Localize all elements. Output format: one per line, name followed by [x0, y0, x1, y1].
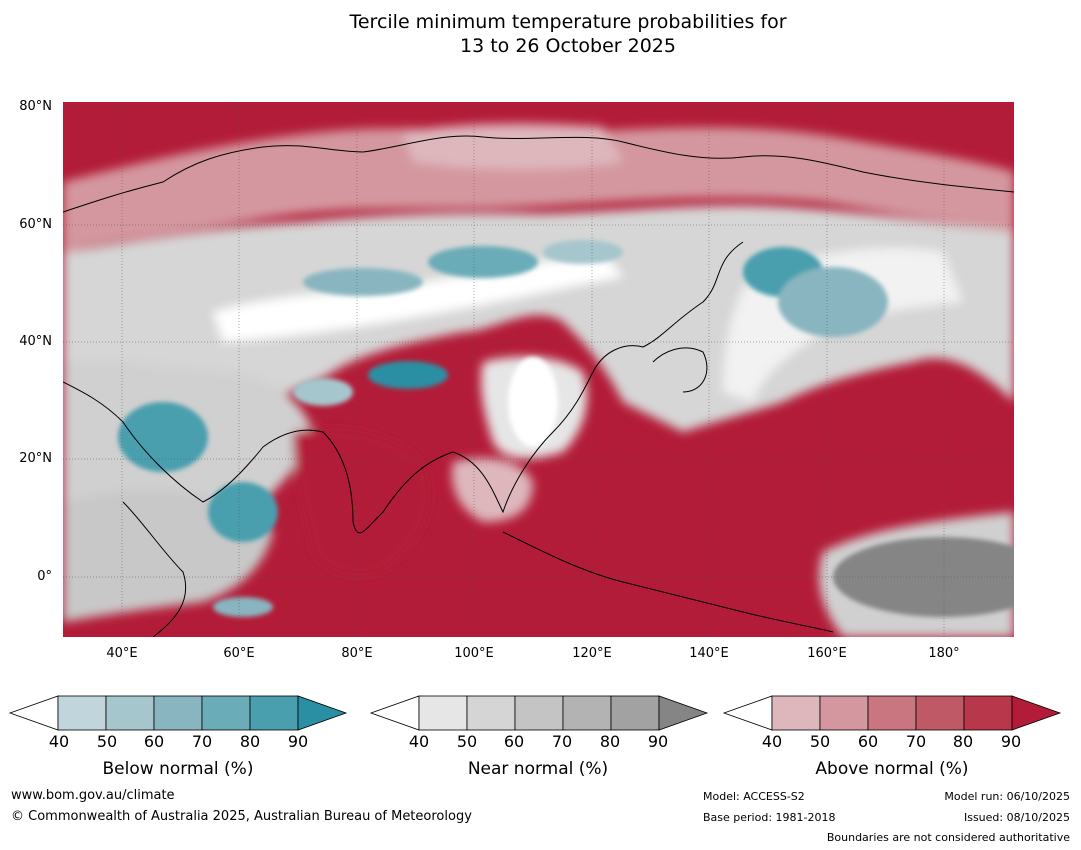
- colorbar-bin-4: [915, 695, 965, 731]
- arctic-pink: [403, 123, 623, 170]
- below-tick-90: 90: [287, 732, 309, 751]
- lon-label-40e: 40°E: [106, 646, 138, 661]
- above-tick-40: 40: [761, 732, 783, 751]
- title-line-1: Tercile minimum temperature probabilitie…: [349, 11, 787, 33]
- colorbar-bin-2: [466, 695, 516, 731]
- coastlines: [63, 135, 1014, 637]
- colorbar-bin-3: [867, 695, 917, 731]
- colorbar-bin-4: [201, 695, 251, 731]
- lat-label-60n: 60°N: [19, 217, 52, 232]
- above-tick-50: 50: [809, 732, 831, 751]
- indian-ocean-below: [213, 597, 273, 617]
- colorbar-bin-4: [562, 695, 612, 731]
- below-normal-label: Below normal (%): [102, 759, 254, 779]
- near-tick-40: 40: [408, 732, 430, 751]
- colorbar-bin-5: [249, 695, 299, 731]
- copyright-text: © Commonwealth of Australia 2025, Austra…: [11, 809, 472, 824]
- above-tick-80: 80: [952, 732, 974, 751]
- website-link[interactable]: www.bom.gov.au/climate: [11, 788, 175, 803]
- colorbar-lower-extend: [369, 695, 420, 731]
- india-above: [293, 428, 431, 576]
- arabian-sea-below: [208, 482, 278, 542]
- colorbar-upper-extend: [1011, 695, 1062, 731]
- below-tick-80: 80: [239, 732, 261, 751]
- colorbar-below: [8, 695, 348, 736]
- mongolia-below: [428, 246, 538, 278]
- mongolia-below-2: [543, 240, 623, 264]
- model-run-date: Model run: 06/10/2025: [944, 790, 1070, 803]
- colorbar-bin-1: [771, 695, 821, 731]
- below-tick-40: 40: [48, 732, 70, 751]
- above-tick-60: 60: [857, 732, 879, 751]
- bay-white: [508, 357, 558, 447]
- model-name: Model: ACCESS-S2: [703, 790, 805, 803]
- near-tick-50: 50: [456, 732, 478, 751]
- tibet-below: [368, 361, 448, 389]
- graticule: [63, 102, 1014, 637]
- lat-label-40n: 40°N: [19, 334, 52, 349]
- issued-date: Issued: 08/10/2025: [963, 811, 1070, 824]
- colorbar-bin-3: [514, 695, 564, 731]
- siberia-above-light: [63, 127, 1014, 252]
- below-tick-60: 60: [143, 732, 165, 751]
- probability-map: [63, 102, 1014, 637]
- boundaries-disclaimer: Boundaries are not considered authoritat…: [826, 831, 1070, 844]
- lon-label-60e: 60°E: [223, 646, 255, 661]
- lon-label-180: 180°: [928, 646, 960, 661]
- lon-label-100e: 100°E: [454, 646, 494, 661]
- near-normal-label: Near normal (%): [467, 759, 609, 779]
- colorbar-above: [722, 695, 1062, 736]
- white-band-asia: [213, 252, 623, 342]
- lon-label-120e: 120°E: [572, 646, 612, 661]
- above-normal-label: Above normal (%): [815, 759, 969, 779]
- colorbar-bin-5: [610, 695, 660, 731]
- chart-title: Tercile minimum temperature probabilitie…: [0, 10, 1081, 58]
- colorbar-bin-2: [819, 695, 869, 731]
- near-tick-70: 70: [551, 732, 573, 751]
- title-line-2: 13 to 26 October 2025: [460, 35, 676, 57]
- colorbar-bin-5: [963, 695, 1013, 731]
- lat-label-0: 0°: [37, 569, 52, 584]
- kamchatka-below: [778, 267, 888, 337]
- base-period: Base period: 1981-2018: [703, 811, 836, 824]
- above-tick-70: 70: [905, 732, 927, 751]
- above-tick-90: 90: [1000, 732, 1022, 751]
- kazakh-below: [303, 268, 423, 296]
- colorbar-upper-extend: [297, 695, 348, 731]
- pacific-grey: [833, 537, 1014, 617]
- colorbar-bin-1: [57, 695, 107, 731]
- colorbar-lower-extend: [8, 695, 59, 731]
- lon-label-160e: 160°E: [807, 646, 847, 661]
- colorbar-bin-3: [153, 695, 203, 731]
- below-tick-70: 70: [191, 732, 213, 751]
- iran-below: [293, 378, 353, 406]
- colorbar-upper-extend: [658, 695, 709, 731]
- colorbar-bin-2: [105, 695, 155, 731]
- lon-label-140e: 140°E: [689, 646, 729, 661]
- lat-label-20n: 20°N: [19, 451, 52, 466]
- near-tick-80: 80: [599, 732, 621, 751]
- near-tick-60: 60: [503, 732, 525, 751]
- colorbar-bin-1: [418, 695, 468, 731]
- arabia-below: [118, 402, 208, 472]
- below-tick-50: 50: [96, 732, 118, 751]
- colorbar-lower-extend: [722, 695, 773, 731]
- near-tick-90: 90: [647, 732, 669, 751]
- lat-label-80n: 80°N: [19, 99, 52, 114]
- lon-label-80e: 80°E: [341, 646, 373, 661]
- colorbar-near: [369, 695, 709, 736]
